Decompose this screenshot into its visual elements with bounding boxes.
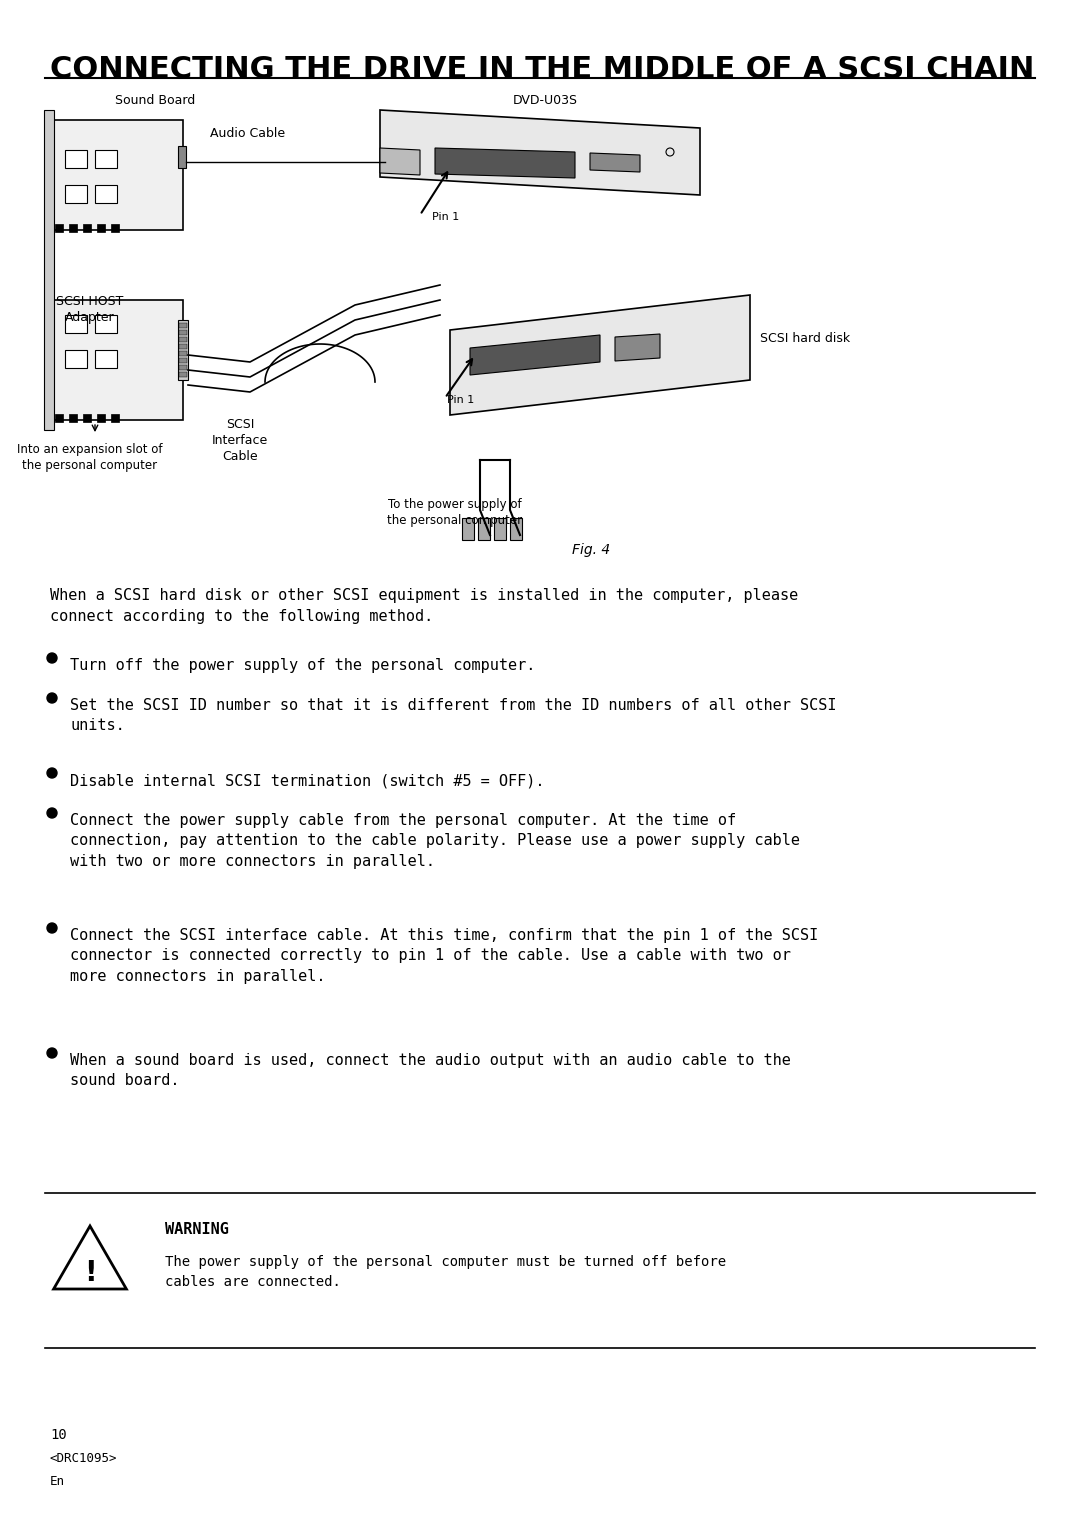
Text: Disable internal SCSI termination (switch #5 = OFF).: Disable internal SCSI termination (switc… xyxy=(70,773,544,788)
Text: Audio Cable: Audio Cable xyxy=(211,127,285,140)
Bar xyxy=(48,300,183,420)
Bar xyxy=(83,224,91,231)
Bar xyxy=(65,185,87,202)
Text: Set the SCSI ID number so that it is different from the ID numbers of all other : Set the SCSI ID number so that it is dif… xyxy=(70,698,837,733)
Polygon shape xyxy=(590,153,640,172)
Bar xyxy=(494,518,507,540)
Circle shape xyxy=(48,808,57,819)
Polygon shape xyxy=(380,149,420,175)
Text: The power supply of the personal computer must be turned off before
cables are c: The power supply of the personal compute… xyxy=(165,1256,726,1289)
Bar xyxy=(65,314,87,333)
Bar xyxy=(83,414,91,422)
Text: Into an expansion slot of
the personal computer: Into an expansion slot of the personal c… xyxy=(17,443,163,472)
Bar xyxy=(69,224,77,231)
Bar xyxy=(95,314,117,333)
Text: CONNECTING THE DRIVE IN THE MIDDLE OF A SCSI CHAIN: CONNECTING THE DRIVE IN THE MIDDLE OF A … xyxy=(50,55,1035,84)
Text: Turn off the power supply of the personal computer.: Turn off the power supply of the persona… xyxy=(70,658,536,673)
Text: WARNING: WARNING xyxy=(165,1222,229,1237)
Bar xyxy=(462,518,474,540)
Polygon shape xyxy=(435,149,575,178)
Bar xyxy=(97,224,105,231)
Bar xyxy=(111,414,119,422)
Text: DVD-U03S: DVD-U03S xyxy=(513,94,578,107)
Circle shape xyxy=(48,768,57,779)
Text: Connect the SCSI interface cable. At this time, confirm that the pin 1 of the SC: Connect the SCSI interface cable. At thi… xyxy=(70,927,819,984)
Bar xyxy=(178,320,188,380)
Bar xyxy=(179,343,187,350)
Bar xyxy=(95,150,117,169)
Circle shape xyxy=(48,693,57,704)
Bar xyxy=(111,224,119,231)
Text: <DRC1095>: <DRC1095> xyxy=(50,1452,118,1466)
Text: Connect the power supply cable from the personal computer. At the time of
connec: Connect the power supply cable from the … xyxy=(70,812,800,869)
Text: When a SCSI hard disk or other SCSI equipment is installed in the computer, plea: When a SCSI hard disk or other SCSI equi… xyxy=(50,589,798,624)
Text: Pin 1: Pin 1 xyxy=(447,396,474,405)
Bar xyxy=(97,414,105,422)
Bar xyxy=(55,224,63,231)
Text: SCSI HOST
Adapter: SCSI HOST Adapter xyxy=(56,294,124,323)
Bar xyxy=(478,518,490,540)
Text: En: En xyxy=(50,1475,65,1489)
Polygon shape xyxy=(450,294,750,415)
Polygon shape xyxy=(380,110,700,195)
Polygon shape xyxy=(615,334,660,360)
Text: Fig. 4: Fig. 4 xyxy=(571,543,610,556)
Bar xyxy=(69,414,77,422)
Bar xyxy=(55,414,63,422)
Bar xyxy=(179,365,187,369)
Circle shape xyxy=(48,653,57,662)
Bar xyxy=(179,337,187,342)
Bar xyxy=(95,350,117,368)
Text: SCSI
Interface
Cable: SCSI Interface Cable xyxy=(212,419,268,463)
Text: Pin 1: Pin 1 xyxy=(432,212,459,222)
Bar xyxy=(178,146,186,169)
Text: SCSI hard disk: SCSI hard disk xyxy=(760,331,850,345)
Circle shape xyxy=(48,923,57,934)
Circle shape xyxy=(48,1049,57,1058)
Bar xyxy=(179,373,187,377)
Bar xyxy=(44,110,54,429)
Bar xyxy=(65,150,87,169)
Text: 10: 10 xyxy=(50,1429,67,1443)
Text: !: ! xyxy=(83,1259,96,1288)
Bar xyxy=(179,323,187,328)
Bar xyxy=(179,359,187,363)
Bar xyxy=(48,120,183,230)
Text: Sound Board: Sound Board xyxy=(114,94,195,107)
Polygon shape xyxy=(470,336,600,376)
Text: When a sound board is used, connect the audio output with an audio cable to the
: When a sound board is used, connect the … xyxy=(70,1053,791,1088)
Bar xyxy=(95,185,117,202)
Text: To the power supply of
the personal computer: To the power supply of the personal comp… xyxy=(388,498,523,527)
Bar xyxy=(179,351,187,356)
Bar xyxy=(510,518,522,540)
Bar xyxy=(179,330,187,336)
Bar xyxy=(65,350,87,368)
